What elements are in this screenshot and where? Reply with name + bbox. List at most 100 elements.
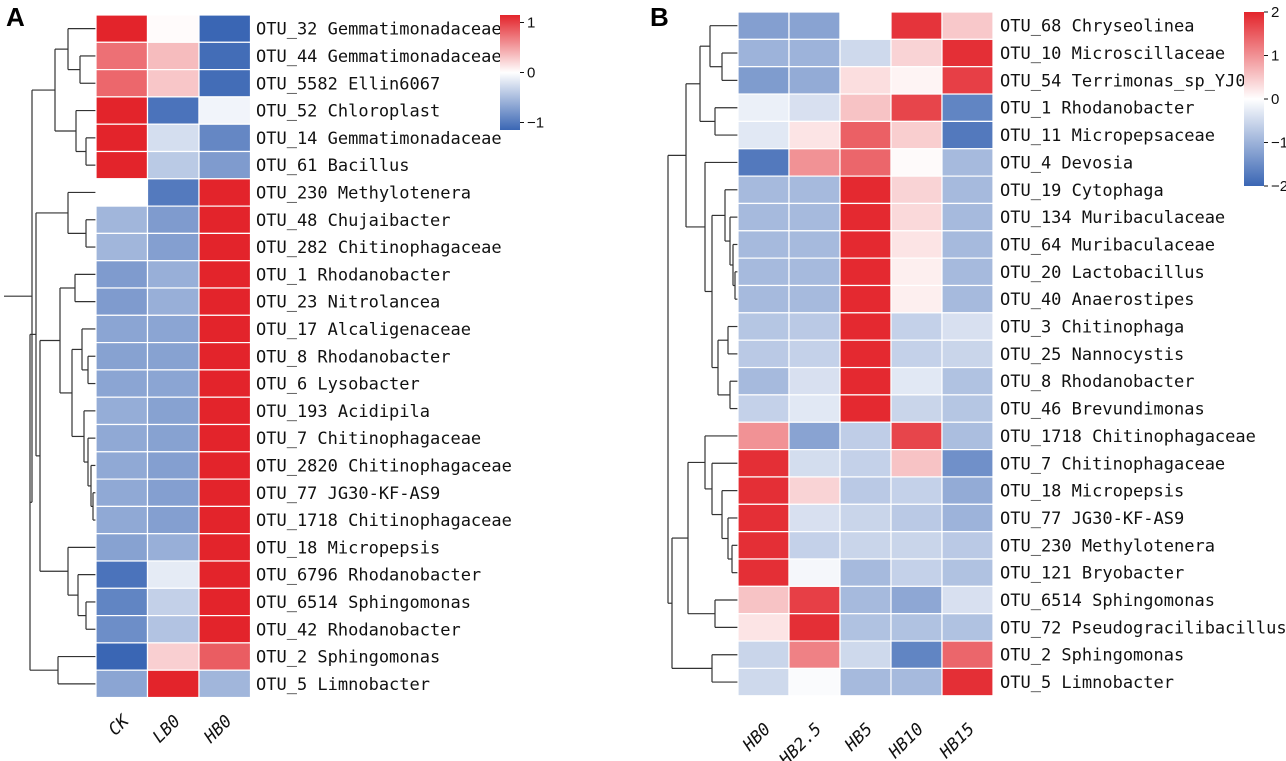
heatmap-cell-b-r6-c2 <box>839 175 892 205</box>
row-label-b: OTU_1718 Chitinophagaceae <box>1000 427 1256 447</box>
row-label-b: OTU_10 Microscillaceae <box>1000 44 1225 64</box>
heatmap-cell-b-r14-c1 <box>788 394 841 423</box>
heatmap-cell-a-r16-c2 <box>198 451 252 480</box>
heatmap-cell-b-r2-c3 <box>890 66 943 95</box>
heatmap-cell-a-r15-c2 <box>198 423 252 453</box>
heatmap-cell-b-r14-c4 <box>941 394 994 423</box>
row-label-a: OTU_1718 Chitinophagaceae <box>256 511 512 531</box>
scale-tick-label-b: −2 <box>1271 178 1286 195</box>
heatmap-cell-b-r18-c2 <box>839 503 892 533</box>
heatmap-cell-b-r7-c2 <box>839 202 892 232</box>
row-label-b: OTU_11 Micropepsaceae <box>1000 126 1215 146</box>
heatmap-cell-b-r12-c1 <box>788 339 841 369</box>
row-label-a: OTU_18 Micropepsis <box>256 538 440 558</box>
heatmap-cell-b-r10-c4 <box>941 284 994 314</box>
heatmap-cell-b-r14-c0 <box>737 394 790 423</box>
heatmap-cell-b-r8-c1 <box>788 230 841 259</box>
heatmap-cell-a-r20-c0 <box>95 560 149 589</box>
heatmap-cell-b-r11-c2 <box>839 312 892 341</box>
heatmap-cells-a <box>95 14 252 699</box>
heatmap-cell-b-r10-c3 <box>890 284 943 314</box>
heatmap-cell-b-r14-c3 <box>890 394 943 423</box>
heatmap-cell-b-r2-c0 <box>737 66 790 95</box>
column-label-a: LB0 <box>149 711 185 747</box>
row-label-b: OTU_121 Bryobacter <box>1000 564 1184 584</box>
heatmap-cell-b-r13-c2 <box>839 366 892 396</box>
row-label-a: OTU_282 Chitinophagaceae <box>256 238 502 258</box>
heatmap-cell-a-r5-c0 <box>95 150 149 180</box>
heatmap-cell-b-r22-c1 <box>788 613 841 642</box>
row-label-b: OTU_40 Anaerostipes <box>1000 290 1194 310</box>
row-labels-a: OTU_32 Gemmatimonadaceae OTU_44 Gemmatimo… <box>256 20 512 695</box>
heatmap-cell-b-r3-c2 <box>839 93 892 123</box>
heatmap-cell-b-r8-c4 <box>941 230 994 259</box>
heatmap-cell-a-r14-c2 <box>198 396 252 426</box>
heatmap-cell-b-r19-c1 <box>788 531 841 560</box>
heatmap-cell-b-r15-c1 <box>788 421 841 451</box>
color-scale-legend-a: 1 0 −1 <box>500 15 544 132</box>
row-label-a: OTU_5 Limnobacter <box>256 675 430 695</box>
heatmap-cell-a-r18-c0 <box>95 505 149 535</box>
heatmap-cell-b-r10-c1 <box>788 284 841 314</box>
heatmap-cell-b-r19-c4 <box>941 531 994 560</box>
heatmap-cell-b-r23-c2 <box>839 640 892 669</box>
heatmap-cell-a-r4-c1 <box>146 123 200 153</box>
heatmap-cell-a-r19-c0 <box>95 533 149 562</box>
heatmap-cell-a-r7-c1 <box>146 205 200 235</box>
heatmap-cell-b-r16-c3 <box>890 449 943 478</box>
heatmap-cell-a-r10-c2 <box>198 287 252 316</box>
heatmap-cell-a-r2-c0 <box>95 68 149 98</box>
heatmap-cell-b-r1-c4 <box>941 38 994 68</box>
heatmap-cell-a-r24-c0 <box>95 669 149 699</box>
heatmap-cell-a-r13-c1 <box>146 369 200 398</box>
scale-tick-label-a: 1 <box>527 15 535 32</box>
heatmap-cell-b-r3-c3 <box>890 93 943 123</box>
heatmap-cell-b-r9-c4 <box>941 257 994 287</box>
row-label-b: OTU_8 Rhodanobacter <box>1000 372 1194 392</box>
panel-letter-b: B <box>650 2 669 32</box>
row-label-a: OTU_32 Gemmatimonadaceae <box>256 20 502 40</box>
row-label-b: OTU_25 Nannocystis <box>1000 345 1184 365</box>
row-label-b: OTU_5 Limnobacter <box>1000 673 1174 693</box>
heatmap-cell-b-r9-c2 <box>839 257 892 287</box>
heatmap-cell-a-r1-c1 <box>146 41 200 71</box>
heatmap-cell-b-r13-c3 <box>890 366 943 396</box>
heatmap-cell-b-r15-c4 <box>941 421 994 451</box>
row-label-a: OTU_5582 Ellin6067 <box>256 74 440 94</box>
heatmap-cell-b-r5-c0 <box>737 148 790 177</box>
heatmap-cell-b-r22-c0 <box>737 613 790 642</box>
scale-tick-label-a: −1 <box>527 115 544 132</box>
column-labels-a: CK LB0 HB0 <box>105 710 237 748</box>
heatmap-cell-a-r6-c0 <box>95 178 149 207</box>
row-label-a: OTU_77 JG30-KF-AS9 <box>256 484 440 504</box>
heatmap-cell-a-r20-c1 <box>146 560 200 589</box>
heatmap-cell-a-r21-c1 <box>146 587 200 617</box>
heatmap-cell-a-r10-c0 <box>95 287 149 316</box>
heatmap-cell-a-r23-c1 <box>146 642 200 671</box>
heatmap-cell-b-r6-c0 <box>737 175 790 205</box>
heatmap-cell-a-r0-c0 <box>95 14 149 43</box>
heatmap-cell-b-r0-c3 <box>890 11 943 40</box>
heatmap-cell-b-r17-c0 <box>737 476 790 505</box>
heatmap-cell-b-r1-c3 <box>890 38 943 68</box>
heatmap-cell-a-r11-c0 <box>95 314 149 344</box>
heatmap-cell-a-r8-c2 <box>198 232 252 262</box>
heatmap-cell-b-r10-c0 <box>737 284 790 314</box>
heatmap-cell-b-r3-c0 <box>737 93 790 123</box>
row-label-b: OTU_46 Brevundimonas <box>1000 400 1205 420</box>
heatmap-cell-b-r24-c4 <box>941 667 994 697</box>
row-label-a: OTU_230 Methylotenera <box>256 183 471 203</box>
column-label-b: HB10 <box>884 719 928 761</box>
panel-letter-a: A <box>6 2 25 32</box>
row-label-b: OTU_134 Muribaculaceae <box>1000 208 1225 228</box>
heatmap-cell-a-r11-c1 <box>146 314 200 344</box>
heatmap-cell-a-r10-c1 <box>146 287 200 316</box>
heatmap-cell-b-r0-c1 <box>788 11 841 40</box>
row-label-a: OTU_193 Acidipila <box>256 402 430 422</box>
heatmap-cell-b-r11-c4 <box>941 312 994 341</box>
heatmap-cell-a-r22-c2 <box>198 614 252 644</box>
heatmap-cell-b-r21-c3 <box>890 585 943 615</box>
heatmap-cell-a-r18-c1 <box>146 505 200 535</box>
heatmap-cell-b-r13-c0 <box>737 366 790 396</box>
heatmap-cell-b-r5-c1 <box>788 148 841 177</box>
